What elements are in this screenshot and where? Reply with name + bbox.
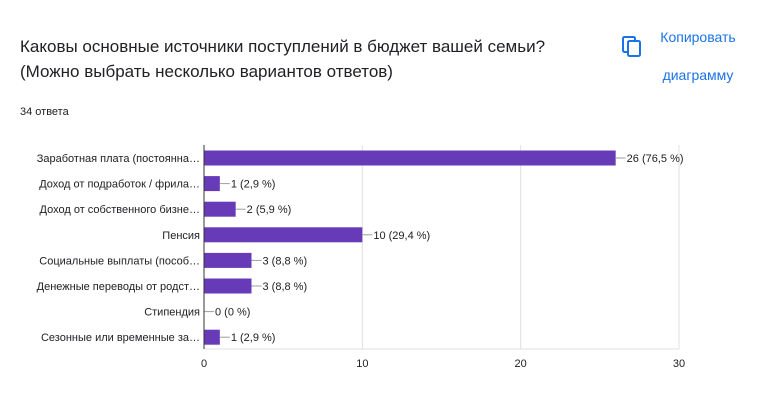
data-label-0: 26 (76,5 %): [627, 153, 684, 165]
category-label-0: Заработная плата (постоянна…: [37, 153, 200, 165]
data-label-2: 2 (5,9 %): [247, 204, 292, 216]
chart-title: Каковы основные источники поступлений в …: [20, 34, 600, 84]
data-label-6: 0 (0 %): [215, 307, 250, 319]
question-line-1: Каковы основные источники поступлений в …: [20, 37, 546, 56]
category-label-6: Стипендия: [144, 307, 200, 319]
data-label-7: 1 (2,9 %): [231, 332, 276, 344]
data-label-4: 3 (8,8 %): [263, 255, 308, 267]
x-tick-label-3: 30: [673, 358, 685, 370]
x-tick-label-1: 10: [356, 358, 368, 370]
category-label-2: Доход от собственного бизне…: [40, 204, 200, 216]
x-tick-label-2: 20: [515, 358, 527, 370]
category-label-5: Денежные переводы от родст…: [37, 281, 200, 293]
copy-chart-button[interactable]: Копировать диаграмму: [612, 14, 752, 83]
copy-icon[interactable]: [622, 36, 642, 58]
bar-2: [204, 201, 236, 217]
category-label-7: Сезонные или временные за…: [41, 332, 200, 344]
data-label-5: 3 (8,8 %): [263, 281, 308, 293]
bar-0: [204, 150, 616, 166]
category-label-1: Доход от подработок / фрила…: [39, 179, 200, 191]
category-label-3: Пенсия: [162, 230, 200, 242]
copy-label-line-1[interactable]: Копировать: [660, 29, 736, 45]
responses-count: 34 ответа: [20, 106, 69, 118]
bar-3: [204, 227, 363, 243]
bar-5: [204, 278, 252, 294]
data-label-1: 1 (2,9 %): [231, 179, 276, 191]
bar-7: [204, 329, 220, 345]
question-line-2: (Можно выбрать несколько вариантов ответ…: [20, 62, 393, 81]
copy-chart-label[interactable]: Копировать диаграмму: [648, 18, 748, 94]
x-tick-label-0: 0: [201, 358, 207, 370]
data-label-3: 10 (29,4 %): [373, 230, 430, 242]
category-label-4: Социальные выплаты (пособ…: [39, 255, 200, 267]
copy-label-line-2[interactable]: диаграмму: [662, 67, 734, 83]
bar-1: [204, 176, 220, 192]
bar-4: [204, 252, 252, 268]
